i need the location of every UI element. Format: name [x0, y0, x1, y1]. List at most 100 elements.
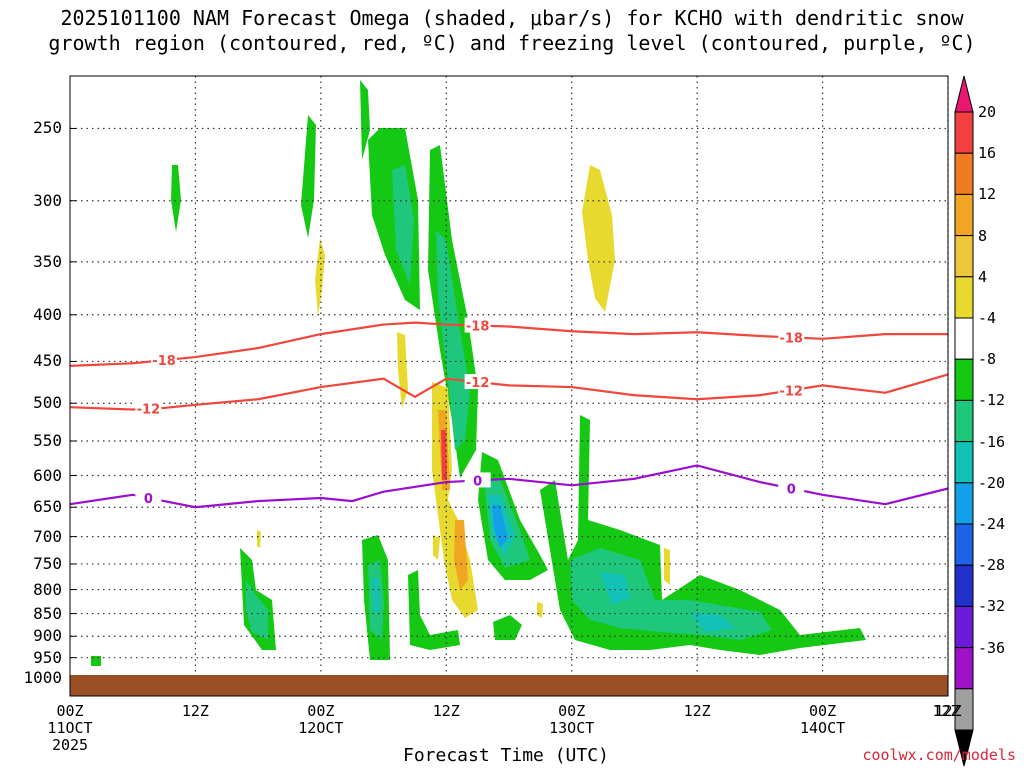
- colorbar-top-triangle: [954, 75, 974, 113]
- colorbar-swatch: [954, 152, 974, 195]
- y-tick-label: 750: [33, 553, 62, 573]
- y-tick-label: 250: [33, 118, 62, 138]
- grid-lines: [70, 76, 949, 696]
- colorbar-swatch: [954, 317, 974, 360]
- contour-label: -12: [137, 403, 161, 418]
- x-tick-label-time: 00Z: [809, 702, 837, 720]
- omega-region-orange: [454, 520, 468, 590]
- colorbar-swatch: [954, 193, 974, 237]
- contour-label: -12: [779, 384, 803, 399]
- colorbar-level-label: -28: [978, 556, 1006, 575]
- contour-label: -18: [152, 354, 176, 369]
- contour-label-bg: [778, 329, 805, 345]
- chart-title-line2: growth region (contoured, red, ºC) and f…: [48, 31, 976, 55]
- x-tick-label-year: 2025: [51, 736, 89, 754]
- x-tick-label-end: 12Z: [932, 702, 960, 720]
- contour-label-bg: [778, 382, 805, 398]
- omega-region-green: [301, 115, 316, 238]
- ground-surface: [70, 675, 948, 696]
- x-tick-label-time: 00Z: [56, 702, 84, 720]
- y-tick-label: 500: [33, 393, 62, 413]
- colorbar-bottom-triangle: [954, 729, 974, 767]
- x-axis-title: Forecast Time (UTC): [403, 745, 609, 766]
- omega-region-green: [493, 615, 522, 640]
- colorbar-level-label: 16: [978, 144, 997, 163]
- x-tick-label-time: 12Z: [683, 702, 711, 720]
- colorbar-swatch: [954, 358, 974, 401]
- x-tick-label-time: 12Z: [432, 702, 460, 720]
- omega-region-red: [441, 430, 447, 480]
- colorbar-level-label: -12: [978, 391, 1006, 410]
- x-tick-label-date: 11OCT: [47, 719, 93, 737]
- colorbar-level-label: 8: [978, 226, 988, 245]
- contour-label: -12: [466, 376, 490, 391]
- colorbar-swatch: [954, 441, 974, 484]
- contour-label-bg: [151, 352, 178, 368]
- colorbar-level-label: -36: [978, 638, 1006, 657]
- colorbar-level-label: 12: [978, 185, 997, 204]
- colorbar-level-label: -8: [978, 350, 997, 369]
- x-tick-label-time: 00Z: [307, 702, 335, 720]
- y-tick-label: 450: [33, 351, 62, 371]
- omega-region-teal: [392, 165, 414, 285]
- colorbar-swatch: [954, 235, 974, 278]
- contour-label-bg: [464, 374, 491, 390]
- y-tick-label: 950: [33, 647, 62, 667]
- contour-label-bg: [778, 480, 805, 496]
- colorbar-level-label: 4: [978, 267, 988, 286]
- omega-region-cyan: [600, 572, 630, 605]
- contour-label: -18: [779, 331, 803, 346]
- omega-shading: [91, 80, 866, 666]
- colorbar-swatch: [954, 523, 974, 566]
- colorbar-swatch: [954, 276, 974, 319]
- y-tick-label: 850: [33, 603, 62, 623]
- omega-region-yellow: [433, 535, 440, 560]
- y-tick-label: 350: [33, 251, 62, 271]
- omega-region-yellow: [664, 548, 670, 585]
- colorbar: [954, 75, 974, 767]
- omega-region-green: [360, 80, 370, 160]
- contour-label-bg: [135, 489, 162, 505]
- colorbar-level-label: -16: [978, 432, 1006, 451]
- colorbar-swatch: [954, 605, 974, 649]
- y-tick-label: 800: [33, 579, 62, 599]
- omega-region-cyan: [372, 578, 380, 612]
- y-tick-label: 600: [33, 465, 62, 485]
- x-tick-label-time: 12Z: [181, 702, 209, 720]
- y-tick-label: 1000: [23, 668, 62, 687]
- omega-region-teal: [246, 580, 268, 640]
- omega-region-yellow: [397, 332, 408, 408]
- x-tick-label-date: 14OCT: [799, 719, 846, 737]
- colorbar-swatch: [954, 564, 974, 607]
- x-tick-label-date: 12OCT: [298, 719, 344, 737]
- contour-label: 0: [787, 482, 796, 497]
- omega-region-green: [91, 656, 101, 666]
- y-tick-label: 650: [33, 497, 62, 517]
- y-tick-label: 550: [33, 431, 62, 450]
- contour-label-bg: [464, 472, 491, 488]
- chart-title-line1: 2025101100 NAM Forecast Omega (shaded, μ…: [60, 6, 964, 30]
- contour-label-bg: [464, 317, 491, 333]
- plot-frame: [69, 75, 949, 697]
- colorbar-level-label: -32: [978, 597, 1006, 616]
- colorbar-level-label: -20: [978, 473, 1006, 492]
- omega-region-cyan: [690, 612, 735, 632]
- x-tick-label-time: 00Z: [558, 702, 586, 720]
- colorbar-level-label: -4: [978, 309, 997, 327]
- omega-region-yellow: [537, 602, 543, 618]
- colorbar-level-label: 20: [978, 103, 997, 121]
- colorbar-swatch: [954, 111, 974, 154]
- omega-region-green: [171, 165, 181, 232]
- omega-region-green: [408, 570, 460, 650]
- x-tick-label-date: 13OCT: [549, 719, 595, 737]
- colorbar-swatch: [954, 399, 974, 443]
- credit-link[interactable]: coolwx.com/models: [862, 746, 1016, 764]
- contour-lines: -18 -18 -18 -12 -12 -12 0 0 0: [69, 317, 949, 509]
- x-tick-label-time: 12Z: [934, 702, 962, 720]
- omega-region-yellow: [582, 165, 615, 312]
- omega-region-teal: [436, 230, 470, 450]
- contour-dendritic-snow-growth-region-upper: [69, 321, 948, 367]
- colorbar-swatch: [954, 647, 974, 690]
- contour-label: 0: [473, 474, 482, 489]
